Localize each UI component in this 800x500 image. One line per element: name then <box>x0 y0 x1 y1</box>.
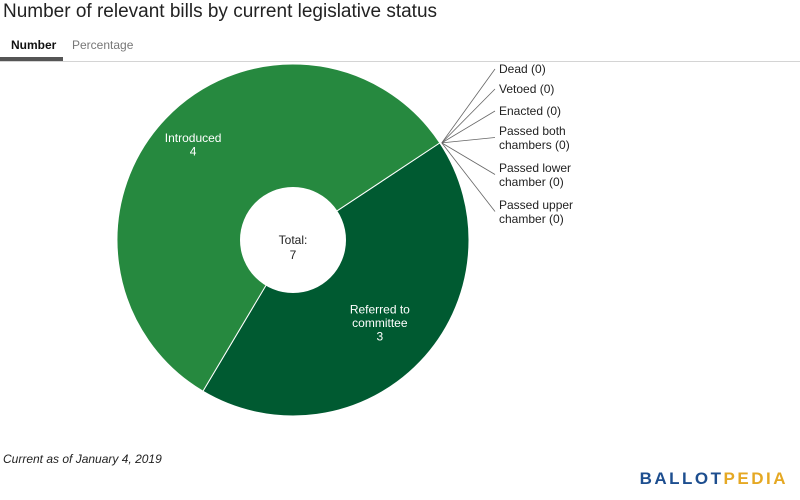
zero-slice-label: Passed lower <box>499 161 571 175</box>
zero-slice-label: chamber (0) <box>499 175 564 189</box>
tab-number[interactable]: Number <box>11 38 57 52</box>
ballotpedia-logo: BALLOTPEDIA <box>640 469 788 489</box>
leader-line <box>441 88 496 144</box>
tab-bar: Number Percentage <box>0 30 800 62</box>
logo-text-pedia: PEDIA <box>723 469 788 488</box>
slice-value-label: 3 <box>376 329 383 343</box>
zero-slice-label: Enacted (0) <box>499 104 561 118</box>
logo-text-ballot: BALLOT <box>639 469 724 488</box>
zero-slice-label: Passed upper <box>499 198 573 212</box>
leader-line <box>441 137 496 144</box>
zero-slice-label: Passed both <box>499 124 566 138</box>
footnote: Current as of January 4, 2019 <box>3 452 162 466</box>
slice-name-label: Introduced <box>165 131 222 145</box>
slice-name-label: Referred to <box>350 302 410 316</box>
leader-line <box>441 110 496 144</box>
tab-percentage[interactable]: Percentage <box>72 38 134 52</box>
chart-title: Number of relevant bills by current legi… <box>3 1 438 22</box>
leader-line <box>441 68 496 144</box>
slice-name-label: committee <box>352 316 408 330</box>
zero-slice-label: Vetoed (0) <box>499 82 554 96</box>
zero-slice-label: chambers (0) <box>499 138 570 152</box>
zero-slice-label: chamber (0) <box>499 212 564 226</box>
zero-slice-label: Dead (0) <box>499 62 546 76</box>
leader-line <box>441 142 496 175</box>
center-total-value: 7 <box>290 248 297 262</box>
active-tab-indicator <box>0 57 63 61</box>
slice-referred-to-committee[interactable] <box>202 142 470 417</box>
slice-value-label: 4 <box>190 145 197 159</box>
leader-line <box>441 142 496 212</box>
donut-hole <box>240 187 346 293</box>
center-total-label: Total: <box>279 233 308 247</box>
